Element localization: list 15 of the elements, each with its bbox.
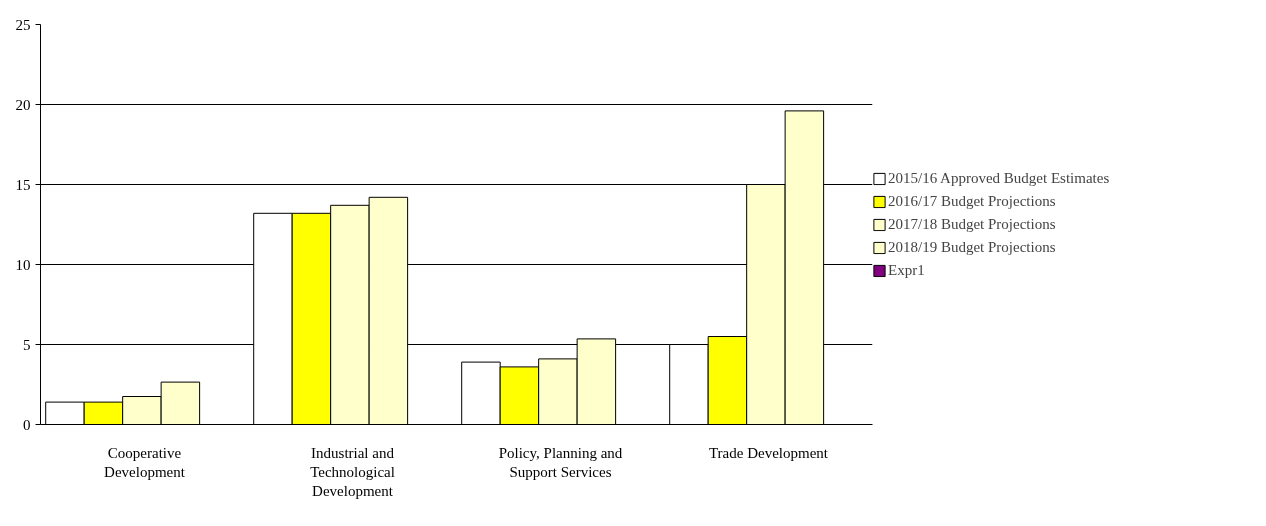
legend-label: 2015/16 Approved Budget Estimates (888, 169, 1110, 187)
x-tick-label: Policy, Planning and Support Services (498, 444, 623, 480)
y-tick-label: 0 (23, 416, 31, 433)
legend-label: Expr1 (888, 261, 925, 279)
y-tick-label: 15 (15, 176, 31, 193)
legend-label: 2017/18 Budget Projections (888, 215, 1056, 233)
x-tick-label: Industrial and Technological Development (310, 444, 395, 499)
legend-label: 2018/19 Budget Projections (888, 238, 1056, 256)
x-tick-label: Cooperative Development (104, 444, 186, 480)
y-tick-label: 25 (15, 16, 31, 33)
x-tick-label: Trade Development (709, 444, 829, 461)
y-tick-label: 20 (15, 96, 31, 113)
legend-label: 2016/17 Budget Projections (888, 192, 1056, 210)
y-tick-label: 5 (23, 336, 31, 353)
y-tick-label: 10 (15, 256, 31, 273)
